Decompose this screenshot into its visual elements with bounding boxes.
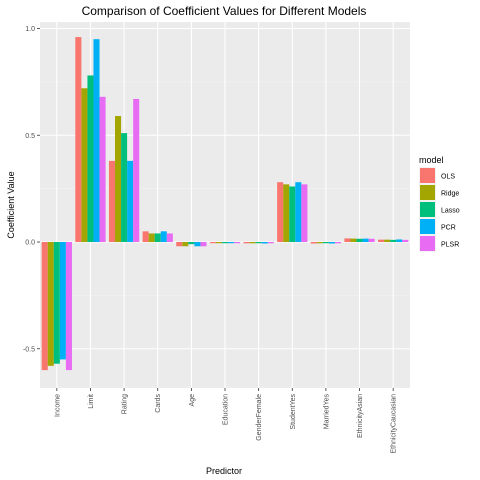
- bar-lasso-ethnicitycaucasian: [390, 239, 397, 242]
- x-tick-label: MarriedYes: [323, 394, 330, 430]
- bar-ridge-ethnicityasian: [350, 238, 357, 242]
- bar-plsr-education: [234, 242, 241, 244]
- bar-ols-marriedyes: [310, 242, 317, 244]
- bar-plsr-ethnicityasian: [368, 238, 375, 242]
- bar-ols-rating: [108, 160, 116, 242]
- bar-ols-income: [41, 242, 48, 371]
- x-tick-label: Education: [223, 394, 230, 425]
- bar-pcr-rating: [127, 160, 134, 242]
- x-tick-label: StudentYes: [290, 394, 297, 430]
- bar-plsr-age: [200, 242, 207, 247]
- bar-ols-genderfemale: [243, 242, 250, 244]
- bar-lasso-limit: [87, 75, 94, 242]
- bar-pcr-ethnicityasian: [362, 238, 369, 242]
- x-axis-title: Predictor: [206, 466, 242, 476]
- bar-ols-ethnicityasian: [344, 238, 351, 242]
- bar-pcr-cards: [160, 231, 167, 242]
- bar-plsr-marriedyes: [334, 242, 342, 244]
- legend-title: model: [419, 155, 444, 165]
- bar-ols-age: [176, 242, 183, 247]
- bar-plsr-genderfemale: [267, 242, 274, 244]
- bar-ridge-cards: [148, 233, 155, 242]
- bar-lasso-rating: [121, 133, 128, 242]
- bar-lasso-age: [188, 242, 195, 245]
- chart-title: Comparison of Coefficient Values for Dif…: [82, 4, 367, 18]
- bars: [41, 37, 409, 371]
- legend-key-ols: [420, 168, 435, 183]
- bar-ols-studentyes: [277, 182, 284, 242]
- y-tick-label: 0.5: [25, 133, 35, 140]
- x-tick-label: Income: [54, 394, 61, 417]
- legend-key-lasso: [420, 202, 435, 217]
- bar-ridge-marriedyes: [316, 242, 323, 244]
- y-axis: -0.5 0.0 0.5 1.0: [23, 26, 40, 353]
- bar-pcr-age: [194, 242, 201, 247]
- bar-lasso-genderfemale: [255, 242, 262, 244]
- bar-plsr-ethnicitycaucasian: [402, 239, 409, 242]
- y-tick-label: 0.0: [25, 240, 35, 247]
- legend-key-pcr: [420, 219, 435, 234]
- bar-lasso-studentyes: [289, 186, 296, 242]
- x-tick-label: Cards: [155, 394, 162, 413]
- bar-pcr-limit: [93, 39, 100, 242]
- bar-ridge-genderfemale: [249, 242, 256, 244]
- bar-lasso-income: [53, 242, 60, 364]
- bar-ridge-ethnicitycaucasian: [384, 239, 391, 242]
- bar-pcr-ethnicitycaucasian: [396, 239, 403, 242]
- bar-ols-cards: [142, 231, 149, 242]
- bar-ols-limit: [75, 37, 82, 242]
- bar-lasso-marriedyes: [322, 242, 329, 244]
- bar-plsr-rating: [133, 98, 140, 242]
- y-tick-label: -0.5: [23, 346, 35, 353]
- legend-label-pcr: PCR: [441, 225, 456, 232]
- bar-ridge-studentyes: [283, 184, 290, 242]
- bar-ridge-income: [47, 242, 54, 366]
- bar-pcr-genderfemale: [261, 242, 268, 244]
- x-tick-label: EthnicityAsian: [357, 394, 364, 438]
- bar-ols-ethnicitycaucasian: [378, 239, 385, 242]
- bar-ridge-rating: [115, 116, 122, 242]
- bar-ridge-education: [215, 242, 222, 244]
- x-tick-label: Age: [189, 394, 196, 407]
- bar-lasso-ethnicityasian: [356, 238, 363, 242]
- legend: model OLS Ridge Lasso PCR PLSR: [419, 155, 460, 252]
- legend-label-plsr: PLSR: [441, 242, 459, 249]
- bar-ridge-age: [182, 242, 189, 247]
- bar-ols-education: [209, 242, 216, 244]
- bar-ridge-limit: [81, 88, 88, 242]
- bar-plsr-income: [65, 242, 72, 371]
- bar-pcr-studentyes: [295, 182, 302, 242]
- x-tick-label: GenderFemale: [256, 394, 263, 441]
- bar-lasso-cards: [154, 233, 161, 242]
- x-axis: Income Limit Rating Cards Age Education Gender…: [54, 388, 398, 454]
- bar-pcr-education: [228, 242, 235, 244]
- bar-plsr-studentyes: [301, 184, 308, 242]
- x-tick-label: Limit: [88, 394, 95, 409]
- x-tick-label: EthnicityCaucasian: [391, 394, 398, 454]
- y-axis-title: Coefficient Value: [6, 171, 16, 238]
- y-tick-label: 1.0: [25, 26, 35, 33]
- legend-label-lasso: Lasso: [441, 208, 460, 215]
- legend-key-ridge: [420, 185, 435, 200]
- legend-label-ols: OLS: [441, 174, 455, 181]
- legend-label-ridge: Ridge: [441, 191, 459, 198]
- bar-lasso-education: [221, 242, 229, 244]
- x-tick-label: Rating: [122, 394, 129, 414]
- bar-pcr-marriedyes: [328, 242, 335, 244]
- bar-pcr-income: [59, 242, 66, 360]
- legend-key-plsr: [420, 236, 435, 251]
- bar-plsr-cards: [166, 233, 173, 242]
- bar-plsr-limit: [99, 96, 106, 242]
